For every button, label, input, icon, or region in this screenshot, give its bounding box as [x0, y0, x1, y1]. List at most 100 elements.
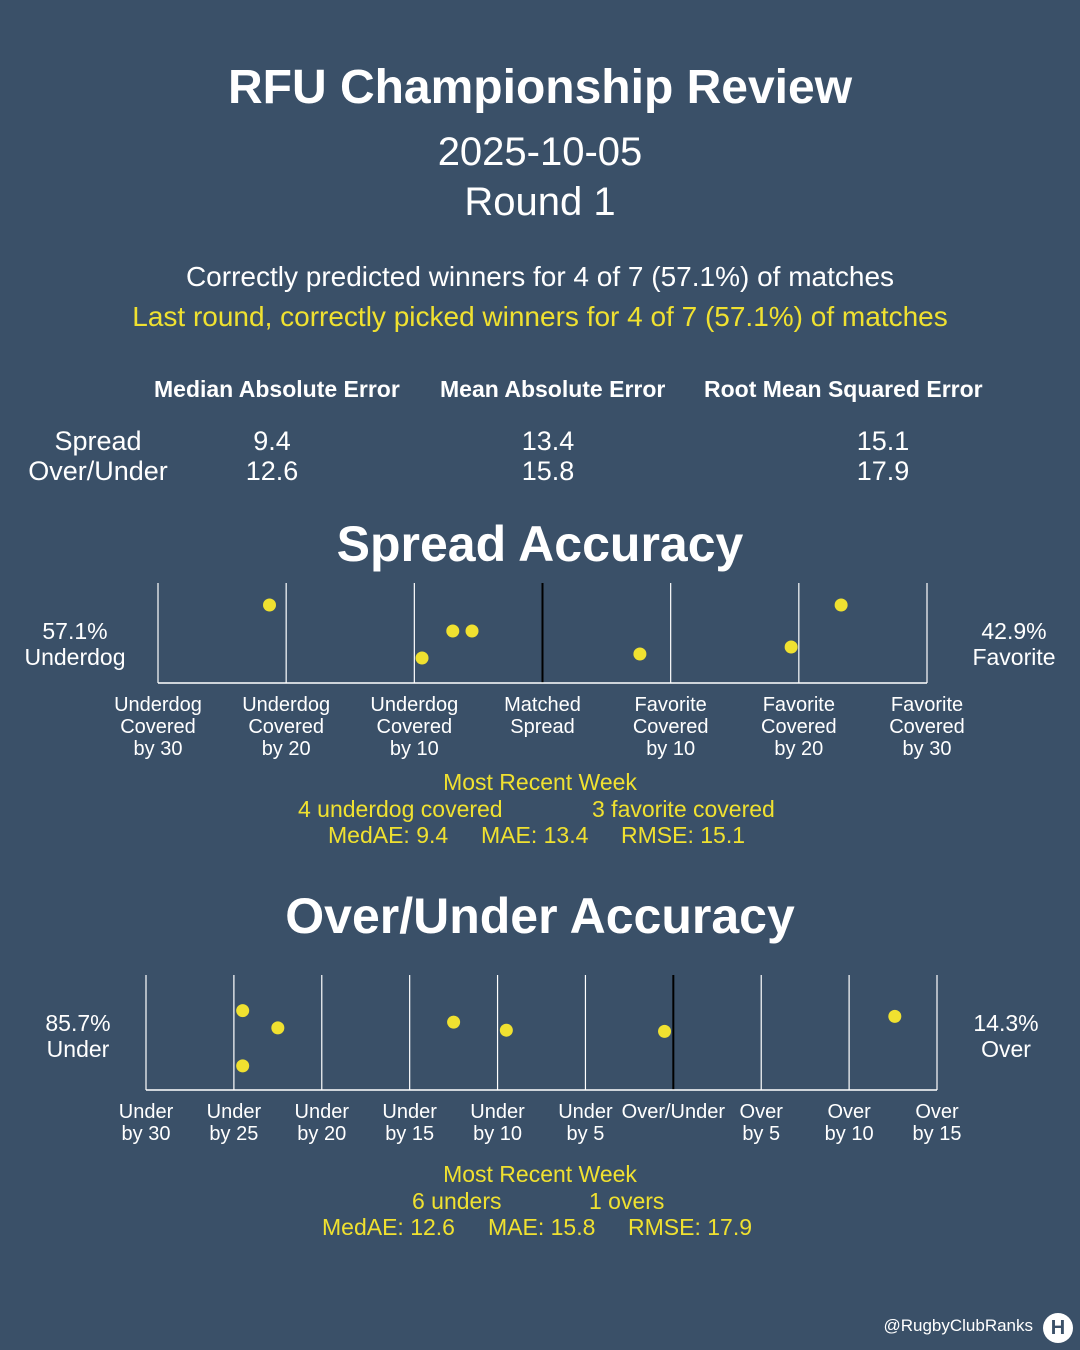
underdog-pct: 57.1%	[42, 618, 108, 644]
x-tick-label: Under by 15	[350, 1101, 470, 1145]
x-tick-label: Under by 25	[174, 1101, 294, 1145]
x-tick-label-line: Under	[294, 1101, 349, 1123]
x-tick-label-line: Covered	[120, 716, 196, 738]
ou-recent-medae: MedAE: 12.6	[322, 1214, 455, 1240]
favorite-label: Favorite	[972, 644, 1056, 670]
data-point	[236, 1059, 250, 1073]
data-point	[236, 1004, 250, 1018]
last-round-summary: Last round, correctly picked winners for…	[132, 301, 948, 332]
x-tick-label: Over by 15	[877, 1101, 997, 1145]
favorite-pct: 42.9%	[981, 618, 1047, 644]
data-point	[465, 624, 479, 638]
x-tick-label: Under by 20	[262, 1101, 382, 1145]
x-tick-label-line: by 30	[902, 738, 952, 760]
row-label-over-under: Over/Under	[28, 456, 168, 486]
over-pct: 14.3%	[973, 1010, 1039, 1036]
spread-right-side: 42.9% Favorite	[944, 618, 1080, 670]
x-tick-label-line: Over	[915, 1101, 959, 1123]
ou-recent-rmse: RMSE: 17.9	[628, 1214, 752, 1240]
spread-recent-favorite: 3 favorite covered	[592, 796, 775, 822]
data-point	[447, 1015, 461, 1029]
x-tick-label-line: by 20	[261, 738, 311, 760]
spread-recent-rmse: RMSE: 15.1	[621, 822, 745, 848]
underdog-label: Underdog	[24, 644, 126, 670]
x-tick-label: Over/Under	[613, 1101, 733, 1123]
x-tick-label-line: Spread	[510, 716, 575, 738]
ou-rmse-value: 17.9	[856, 456, 910, 486]
x-tick-label-line: Underdog	[242, 694, 331, 716]
under-label: Under	[46, 1036, 110, 1062]
x-tick-label-line: by 10	[389, 738, 439, 760]
ou-recent-title: Most Recent Week	[443, 1161, 637, 1187]
x-tick-label-line: Covered	[889, 716, 965, 738]
x-tick-label-line: Covered	[761, 716, 837, 738]
x-tick-label-line: Underdog	[114, 694, 202, 716]
row-label-spread: Spread	[54, 426, 142, 456]
ou-section-title: Over/Under Accuracy	[285, 888, 795, 944]
data-point	[499, 1023, 513, 1037]
x-tick-label: Over by 5	[701, 1101, 821, 1145]
column-header-rmse: Root Mean Squared Error	[704, 376, 983, 402]
x-tick-label-line: Covered	[632, 716, 709, 738]
x-tick-label-line: Under	[558, 1101, 613, 1123]
x-tick-label-line: by 10	[646, 738, 696, 760]
column-header-mae: Mean Absolute Error	[440, 376, 666, 402]
winners-summary: Correctly predicted winners for 4 of 7 (…	[185, 261, 895, 292]
spread-recent-underdog: 4 underdog covered	[298, 796, 503, 822]
x-tick-label: Underdog Covered by 20	[226, 694, 346, 760]
x-tick-label: Underdog Covered by 10	[354, 694, 474, 760]
x-tick-label-line: by 10	[824, 1123, 874, 1145]
x-tick-label: Underdog Covered by 30	[98, 694, 218, 760]
x-tick-label: Matched Spread	[483, 694, 603, 738]
credit-handle: @RugbyClubRanks	[883, 1316, 1033, 1335]
x-tick-label-line: Favorite	[762, 694, 835, 716]
data-point	[446, 624, 460, 638]
spread-left-side: 57.1% Underdog	[5, 618, 145, 670]
x-tick-label: Under by 5	[525, 1101, 645, 1145]
ou-left-side: 85.7% Under	[8, 1010, 148, 1062]
x-tick-label-line: Favorite	[634, 694, 707, 716]
x-tick-label-line: Covered	[248, 716, 324, 738]
x-tick-label-line: Under	[470, 1101, 525, 1123]
data-point	[263, 598, 277, 612]
x-tick-label-line: Favorite	[890, 694, 964, 716]
rugby-posts-logo-icon: H	[1043, 1313, 1073, 1343]
x-tick-label: Under by 30	[86, 1101, 206, 1145]
data-point	[271, 1021, 285, 1035]
x-tick-label-line: Under	[118, 1101, 174, 1123]
ou-recent-mae: MAE: 15.8	[488, 1214, 596, 1240]
spread-recent-medae: MedAE: 9.4	[328, 822, 449, 848]
x-tick-label-line: Over	[827, 1101, 871, 1123]
x-tick-label-line: by 10	[473, 1123, 523, 1145]
x-tick-label-line: by 15	[385, 1123, 435, 1145]
x-tick-label-line: Underdog	[370, 694, 459, 716]
x-tick-label: Favorite Covered by 20	[739, 694, 859, 760]
x-tick-label-line: by 5	[566, 1123, 605, 1145]
spread-recent-title: Most Recent Week	[443, 769, 637, 795]
x-tick-label-line: Covered	[376, 716, 453, 738]
data-point	[415, 651, 429, 665]
x-tick-label-line: Under	[206, 1101, 262, 1123]
data-point	[658, 1024, 672, 1038]
data-point	[633, 647, 647, 661]
x-tick-label-line: Matched	[504, 694, 581, 716]
x-tick-label-line: by 25	[209, 1123, 259, 1145]
x-tick-label-line: by 30	[133, 738, 183, 760]
under-pct: 85.7%	[45, 1010, 111, 1036]
x-tick-label-line: Under	[382, 1101, 437, 1123]
review-date: 2025-10-05	[437, 130, 643, 174]
data-point	[784, 640, 798, 654]
ou-medae-value: 12.6	[245, 456, 299, 486]
ou-right-side: 14.3% Over	[936, 1010, 1076, 1062]
data-point	[888, 1009, 902, 1023]
spread-rmse-value: 15.1	[856, 426, 910, 456]
round-label: Round 1	[464, 180, 616, 224]
x-tick-label: Favorite Covered by 10	[611, 694, 731, 760]
x-tick-label: Under by 10	[438, 1101, 558, 1145]
data-point	[834, 598, 848, 612]
x-tick-label: Over by 10	[789, 1101, 909, 1145]
x-tick-label-line: by 20	[297, 1123, 347, 1145]
spread-section-title: Spread Accuracy	[336, 516, 744, 572]
x-tick-label-line: Over/Under	[621, 1101, 726, 1123]
x-tick-label-line: by 15	[912, 1123, 962, 1145]
